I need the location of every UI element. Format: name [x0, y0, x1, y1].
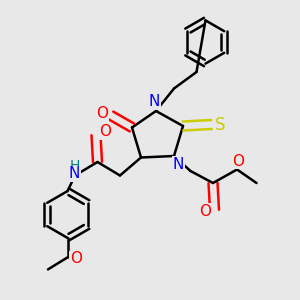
Text: S: S: [215, 116, 225, 134]
Text: O: O: [200, 204, 211, 219]
Text: O: O: [99, 124, 111, 140]
Text: H: H: [69, 159, 80, 173]
Text: N: N: [149, 94, 160, 110]
Text: N: N: [173, 157, 184, 172]
Text: O: O: [70, 251, 82, 266]
Text: O: O: [96, 106, 108, 122]
Text: N: N: [69, 167, 80, 182]
Text: O: O: [232, 154, 244, 169]
